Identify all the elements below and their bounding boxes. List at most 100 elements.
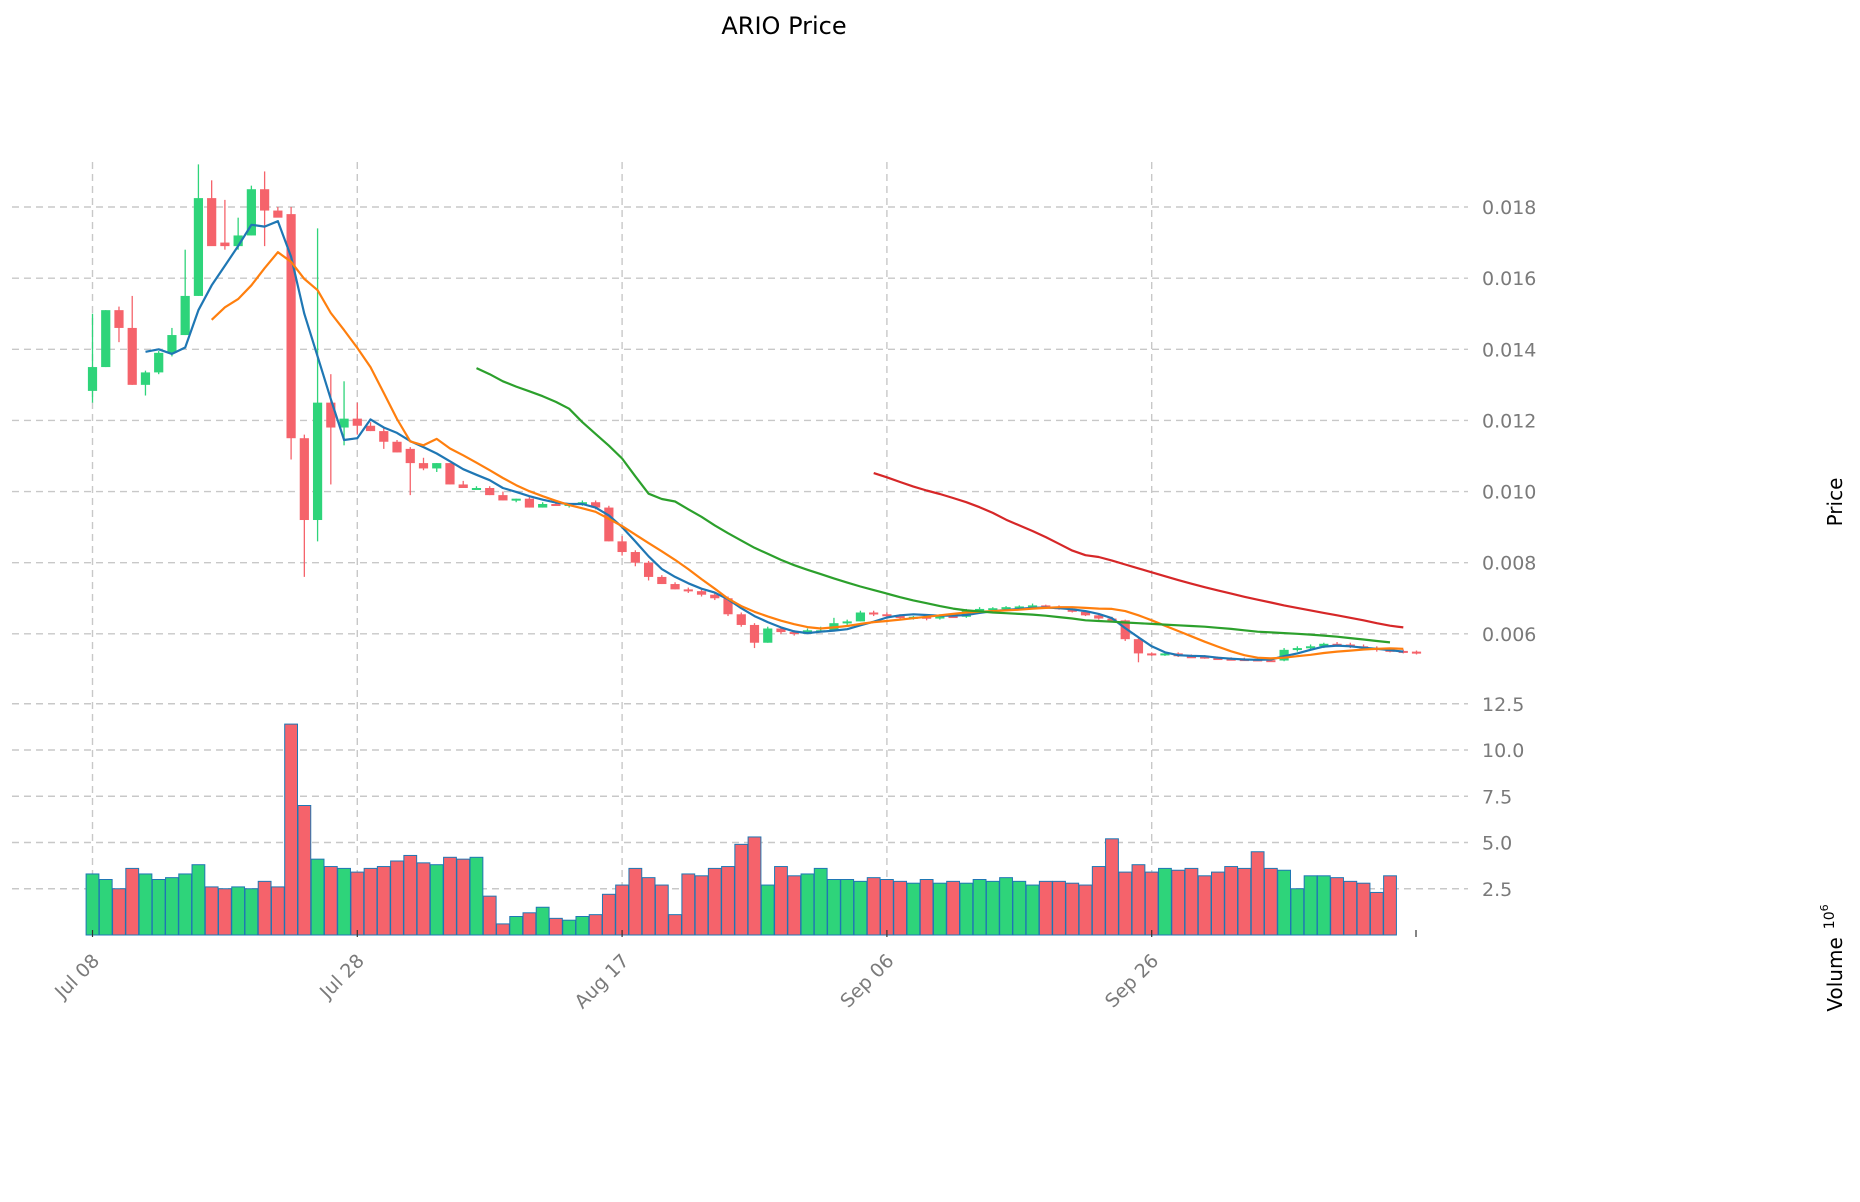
candle-body (538, 504, 548, 508)
volume-bar (1131, 864, 1146, 936)
candle-body (1041, 605, 1051, 608)
volume-bar (760, 884, 775, 936)
volume-bars (85, 723, 1397, 936)
price-tick-label: 0.010 (1482, 482, 1536, 504)
volume-bar (615, 884, 630, 936)
volume-bar (390, 860, 404, 936)
candle-body (736, 614, 746, 625)
volume-bar (813, 867, 828, 936)
volume-bar (1118, 871, 1133, 936)
candle-body (1266, 660, 1276, 663)
candle-body (312, 402, 323, 521)
grid (12, 162, 1468, 930)
candle-body (670, 584, 680, 590)
candle-body (379, 431, 389, 442)
candle-body (140, 372, 151, 385)
candle-body (101, 310, 111, 368)
volume-tick-label: 7.5 (1482, 786, 1512, 808)
volume-bar (1316, 875, 1331, 936)
candle-body (273, 210, 283, 218)
candle-body (630, 552, 640, 563)
volume-bar (575, 916, 590, 936)
volume-axis-label-text: Volume (1823, 937, 1847, 1011)
volume-bar (522, 912, 537, 936)
volume-bar (1343, 880, 1358, 936)
volume-bar (827, 879, 841, 936)
volume-bar (1211, 871, 1225, 936)
volume-bar (125, 867, 140, 936)
candle-body (1213, 658, 1223, 661)
volume-bar (601, 893, 616, 936)
volume-bar (98, 879, 113, 936)
volume-bar (1303, 875, 1318, 936)
date-tick-label: Aug 17 (570, 950, 633, 1013)
candle-body (617, 541, 627, 553)
volume-bar (337, 867, 351, 936)
volume-bar (1065, 882, 1080, 936)
volume-bar (880, 879, 894, 936)
volume-bar (893, 880, 908, 936)
volume-bar (257, 880, 272, 936)
candle-body (220, 242, 230, 247)
candlesticks (87, 164, 1422, 663)
volume-bar (562, 919, 577, 936)
candle-body (260, 189, 270, 211)
candle-body (458, 484, 468, 489)
volume-bar (985, 880, 1000, 936)
volume-bar (1078, 884, 1093, 936)
candle-body (114, 310, 124, 328)
volume-bar (906, 882, 921, 936)
volume-bar (138, 873, 153, 936)
volume-bar (1250, 851, 1265, 936)
candle-body (1080, 611, 1091, 616)
candle-body (551, 504, 561, 507)
volume-bar (840, 879, 855, 936)
price-tick-label: 0.016 (1482, 268, 1536, 290)
volume-bar (1224, 866, 1239, 936)
candle-body (895, 616, 905, 619)
volume-bar (999, 877, 1013, 936)
candle-body (1160, 653, 1170, 656)
candle-body (961, 610, 971, 617)
price-tick-label: 0.018 (1482, 197, 1536, 219)
price-tick-label: 0.012 (1482, 410, 1536, 432)
candle-body (193, 198, 204, 296)
candle-body (1027, 605, 1038, 608)
candle-body (154, 352, 164, 373)
volume-tick-label: 5.0 (1482, 833, 1512, 855)
volume-tick-label: 12.5 (1482, 694, 1524, 716)
volume-bar (1356, 882, 1371, 936)
moving-average-line (873, 472, 1404, 629)
volume-tick-label: 10.0 (1482, 740, 1524, 762)
moving-average-line (145, 220, 1404, 661)
candle-body (763, 628, 773, 643)
volume-bar (469, 856, 484, 936)
candle-body (696, 591, 707, 595)
volume-bar (456, 858, 471, 936)
candle-body (882, 614, 892, 617)
volume-bar (1197, 875, 1212, 936)
candle-body (604, 507, 614, 542)
volume-bar (244, 888, 259, 936)
volume-bar (151, 879, 166, 936)
candle-body (405, 448, 415, 464)
date-tick-label: Sep 26 (1101, 950, 1163, 1012)
moving-average-line (210, 251, 1404, 660)
candle-body (127, 327, 137, 385)
volume-bar (734, 843, 749, 936)
candle-body (339, 418, 349, 428)
candle-body (511, 498, 521, 501)
volume-bar (588, 914, 603, 936)
candle-body (418, 463, 429, 469)
price-tick-label: 0.008 (1482, 553, 1536, 575)
volume-bar (1184, 867, 1199, 936)
price-axis-label: Price (1823, 478, 1847, 527)
candle-body (445, 463, 455, 485)
volume-bar (1091, 866, 1106, 936)
volume-bar (654, 884, 669, 936)
price-tick-label: 0.006 (1482, 624, 1536, 646)
volume-bar (1290, 888, 1305, 936)
candle-body (1133, 639, 1144, 654)
volume-bar (270, 886, 285, 936)
